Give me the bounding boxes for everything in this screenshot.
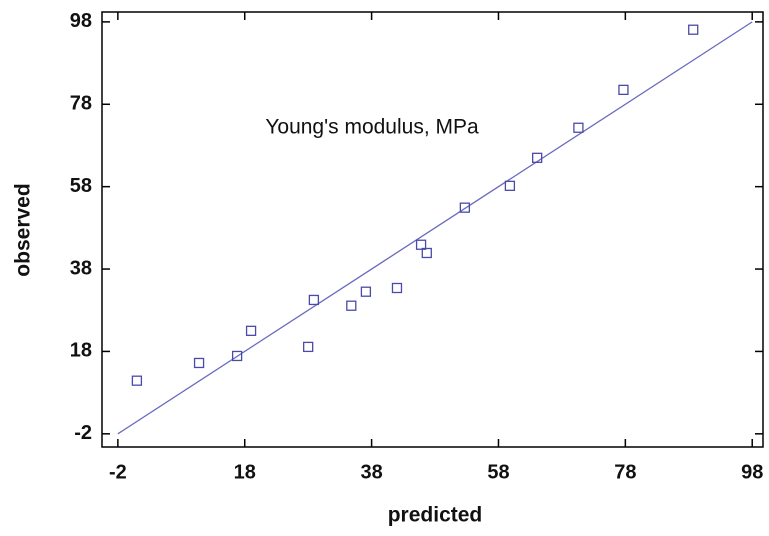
point (131, 375, 143, 386)
point (421, 247, 432, 259)
y-axis-label: observed (12, 183, 35, 276)
point (415, 239, 427, 250)
point (303, 341, 314, 353)
point (618, 84, 629, 96)
x-axis-label: predicted (388, 504, 483, 527)
point (193, 357, 205, 369)
y-tick-label: 58 (70, 175, 92, 197)
x-tick-label: 58 (487, 461, 509, 483)
y-tick-label: 98 (70, 10, 92, 32)
point (532, 152, 543, 163)
y-tick-label: 18 (70, 340, 92, 362)
y-tick-label: -2 (74, 422, 92, 444)
point (360, 286, 372, 297)
point (391, 282, 403, 294)
y-tick-label: 78 (70, 93, 92, 115)
x-tick-label: 78 (614, 461, 636, 483)
x-tick-label: -2 (109, 461, 127, 483)
point (688, 24, 699, 35)
fit-line (117, 21, 753, 435)
y-tick-label: 38 (70, 257, 92, 279)
point (245, 325, 257, 336)
point (459, 202, 471, 213)
x-tick-label: 18 (234, 461, 256, 483)
x-tick-label: 38 (360, 461, 382, 483)
point (346, 300, 357, 311)
annotation: Young's modulus, MPa (265, 116, 479, 139)
point (231, 350, 243, 362)
point (504, 180, 516, 191)
x-tick-label: 98 (741, 461, 763, 483)
point (573, 122, 584, 133)
point (308, 294, 320, 306)
plot-frame (101, 11, 764, 448)
